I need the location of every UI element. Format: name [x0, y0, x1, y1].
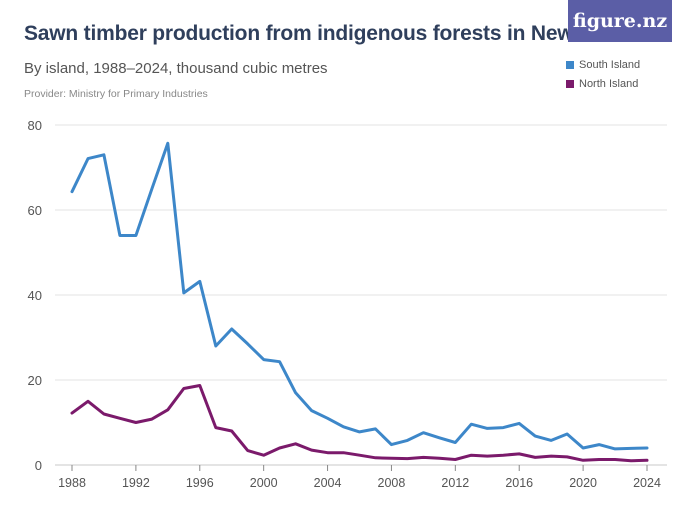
y-axis-ticks: 0 20 40 60 80 [28, 118, 42, 473]
legend-label-north: North Island [579, 77, 639, 90]
x-tick-label: 2000 [250, 476, 278, 490]
figure-nz-logo[interactable]: figure.nz [568, 0, 672, 42]
x-tick-label: 2020 [569, 476, 597, 490]
legend-label-south: South Island [579, 58, 641, 71]
x-tick-label: 1996 [186, 476, 214, 490]
legend-item-south: South Island [566, 55, 640, 74]
series-line-south-island[interactable] [70, 141, 649, 451]
y-tick-label: 0 [35, 458, 42, 473]
x-tick-label: 2004 [314, 476, 342, 490]
x-axis-ticks: 1988 1992 1996 2000 2004 2008 2012 2016 2020 2024 [58, 465, 661, 490]
x-tick-label: 2012 [441, 476, 469, 490]
legend: South Island North Island [566, 55, 640, 93]
y-tick-label: 60 [28, 203, 42, 218]
x-tick-label: 2008 [378, 476, 406, 490]
chart-subtitle: By island, 1988–2024, thousand cubic met… [24, 60, 328, 77]
series-lines [70, 141, 649, 463]
y-tick-label: 20 [28, 373, 42, 388]
x-tick-label: 2024 [633, 476, 661, 490]
series-line-north-island[interactable] [70, 384, 649, 463]
x-tick-label: 1992 [122, 476, 150, 490]
y-tick-label: 80 [28, 118, 42, 133]
chart-title: Sawn timber production from indigenous f… [24, 22, 658, 45]
provider-note: Provider: Ministry for Primary Industrie… [24, 88, 208, 100]
x-tick-label: 2016 [505, 476, 533, 490]
x-tick-label: 1988 [58, 476, 86, 490]
legend-swatch-south [566, 60, 574, 69]
legend-item-north: North Island [566, 74, 640, 93]
legend-swatch-north [566, 79, 574, 88]
y-tick-label: 40 [28, 288, 42, 303]
gridlines [55, 124, 667, 466]
